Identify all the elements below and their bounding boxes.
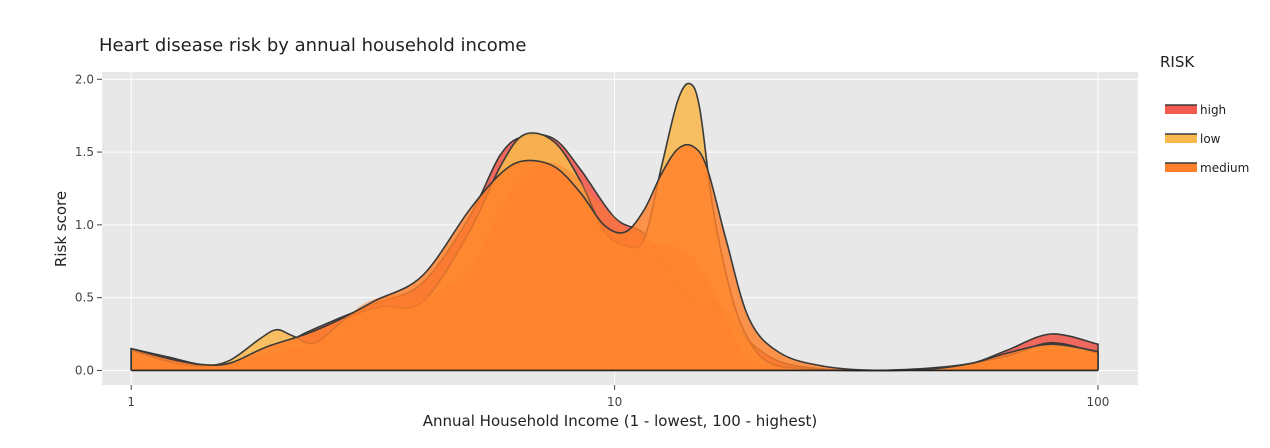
x-tick-label: 10 bbox=[607, 395, 622, 409]
y-tick-label: 1.0 bbox=[75, 218, 94, 232]
legend: RISK high low medium bbox=[1160, 53, 1249, 175]
y-tick-label: 2.0 bbox=[75, 72, 94, 86]
legend-swatch bbox=[1165, 163, 1197, 172]
legend-label: high bbox=[1200, 103, 1226, 117]
x-tick-label: 100 bbox=[1087, 395, 1110, 409]
legend-label: low bbox=[1200, 132, 1221, 146]
y-tick-label: 0.0 bbox=[75, 363, 94, 377]
legend-swatch bbox=[1165, 134, 1197, 143]
legend-title: RISK bbox=[1160, 53, 1195, 71]
area-series bbox=[130, 82, 1099, 372]
legend-item-low[interactable]: low bbox=[1165, 132, 1221, 146]
y-tick-label: 0.5 bbox=[75, 291, 94, 305]
chart-title: Heart disease risk by annual household i… bbox=[99, 35, 526, 56]
series-medium-area-fill bbox=[131, 144, 1098, 371]
y-tick-label: 1.5 bbox=[75, 145, 94, 159]
x-tick-label: 1 bbox=[127, 395, 135, 409]
legend-swatch bbox=[1165, 105, 1197, 114]
legend-item-medium[interactable]: medium bbox=[1165, 161, 1249, 175]
legend-item-high[interactable]: high bbox=[1165, 103, 1226, 117]
x-axis-title: Annual Household Income (1 - lowest, 100… bbox=[423, 412, 818, 430]
x-axis-ticks: 1 10 100 bbox=[127, 385, 1109, 409]
y-axis-ticks: 0.0 0.5 1.0 1.5 2.0 bbox=[75, 72, 102, 377]
legend-label: medium bbox=[1200, 161, 1249, 175]
y-axis-title: Risk score bbox=[52, 191, 70, 267]
